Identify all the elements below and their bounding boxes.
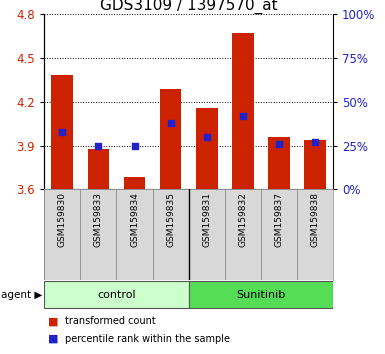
Text: Sunitinib: Sunitinib bbox=[236, 290, 285, 300]
Text: transformed count: transformed count bbox=[65, 316, 156, 326]
Bar bbox=[196, 108, 218, 189]
Text: percentile rank within the sample: percentile rank within the sample bbox=[65, 334, 231, 344]
Text: GSM159835: GSM159835 bbox=[166, 192, 175, 247]
Bar bbox=[152, 189, 189, 280]
Bar bbox=[44, 189, 80, 280]
Bar bbox=[261, 189, 297, 280]
Bar bbox=[52, 75, 73, 189]
Bar bbox=[225, 189, 261, 280]
Text: agent ▶: agent ▶ bbox=[1, 290, 42, 300]
Bar bbox=[116, 189, 152, 280]
Text: GSM159834: GSM159834 bbox=[130, 192, 139, 247]
Text: GSM159830: GSM159830 bbox=[58, 192, 67, 247]
Text: ■: ■ bbox=[48, 334, 59, 344]
Text: GSM159831: GSM159831 bbox=[202, 192, 211, 247]
Point bbox=[204, 134, 210, 139]
Text: GSM159837: GSM159837 bbox=[275, 192, 283, 247]
Text: GSM159833: GSM159833 bbox=[94, 192, 103, 247]
Bar bbox=[88, 149, 109, 189]
Bar bbox=[268, 137, 290, 189]
Bar bbox=[304, 140, 326, 189]
Text: control: control bbox=[97, 290, 136, 300]
Bar bbox=[232, 33, 254, 189]
Text: ■: ■ bbox=[48, 316, 59, 326]
Bar bbox=[124, 177, 146, 189]
Bar bbox=[189, 189, 225, 280]
Bar bbox=[297, 189, 333, 280]
Bar bbox=[80, 189, 116, 280]
Point bbox=[131, 143, 137, 148]
Point bbox=[59, 129, 65, 135]
Bar bbox=[44, 281, 189, 308]
Point bbox=[312, 139, 318, 145]
Bar bbox=[189, 281, 333, 308]
Text: GSM159832: GSM159832 bbox=[238, 192, 247, 247]
Point bbox=[240, 113, 246, 119]
Point bbox=[167, 120, 174, 126]
Point bbox=[95, 143, 102, 148]
Point bbox=[276, 141, 282, 147]
Text: GSM159838: GSM159838 bbox=[310, 192, 320, 247]
Bar bbox=[160, 88, 181, 189]
Title: GDS3109 / 1397570_at: GDS3109 / 1397570_at bbox=[100, 0, 278, 14]
